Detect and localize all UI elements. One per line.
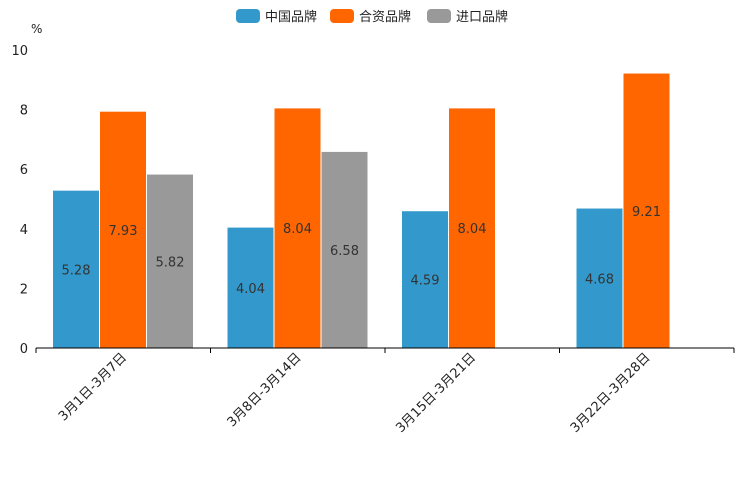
bar-2-4[interactable] <box>623 73 670 349</box>
x-tick-label-3: 3月15日-3月21日 <box>393 350 479 436</box>
bar-1-2[interactable] <box>227 227 274 348</box>
bar-2-2[interactable] <box>274 108 321 349</box>
legend-label-1[interactable]: 中国品牌 <box>265 9 317 25</box>
bar-1-3[interactable] <box>402 211 448 348</box>
legend-label-3[interactable]: 进口品牌 <box>456 9 508 25</box>
data-label-2-2: 8.04 <box>283 222 312 237</box>
bar-2-3[interactable] <box>449 108 495 349</box>
x-tick-label-2: 3月8日-3月14日 <box>225 350 305 430</box>
y-axis-unit: % <box>31 22 42 36</box>
legend-swatch-3[interactable] <box>427 9 451 23</box>
data-label-1-2: 4.04 <box>236 282 265 297</box>
bar-1-1[interactable] <box>53 190 99 348</box>
data-label-3-2: 6.58 <box>330 244 359 259</box>
y-tick-label-3: 4 <box>20 223 28 238</box>
bar-1-4[interactable] <box>576 208 623 348</box>
data-label-3-1: 5.82 <box>156 255 185 270</box>
data-label-2-4: 9.21 <box>632 205 661 220</box>
legend-label-2[interactable]: 合资品牌 <box>359 9 411 25</box>
bar-2-1[interactable] <box>100 111 146 348</box>
x-tick-label-4: 3月22日-3月28日 <box>568 350 654 436</box>
data-label-2-3: 8.04 <box>458 222 487 237</box>
data-label-1-1: 5.28 <box>62 263 91 278</box>
legend-swatch-2[interactable] <box>330 9 354 23</box>
data-label-1-3: 4.59 <box>411 274 440 289</box>
x-axis: 3月1日-3月7日 3月8日-3月14日 3月15日-3月21日 3月22日-3月28… <box>35 347 735 436</box>
bar-3-2[interactable] <box>321 151 368 348</box>
bars <box>53 73 670 349</box>
y-tick-label-6: 10 <box>11 44 28 59</box>
y-tick-label-4: 6 <box>20 163 28 178</box>
legend-swatch-1[interactable] <box>236 9 260 23</box>
data-label-2-1: 7.93 <box>109 224 138 239</box>
x-tick-label-1: 3月1日-3月7日 <box>56 350 130 424</box>
legend: 中国品牌 合资品牌 进口品牌 <box>236 9 508 25</box>
y-tick-label-2: 2 <box>20 282 28 297</box>
y-tick-label-5: 8 <box>20 104 28 119</box>
data-label-1-4: 4.68 <box>585 272 614 287</box>
y-axis: 0 2 4 6 8 10 <box>11 44 28 357</box>
y-tick-label-1: 0 <box>20 342 28 357</box>
bar-3-1[interactable] <box>147 174 193 348</box>
data-labels: 5.28 7.93 5.82 4.04 8.04 6.58 4.59 8.04 4.68 9.21 <box>62 205 661 297</box>
